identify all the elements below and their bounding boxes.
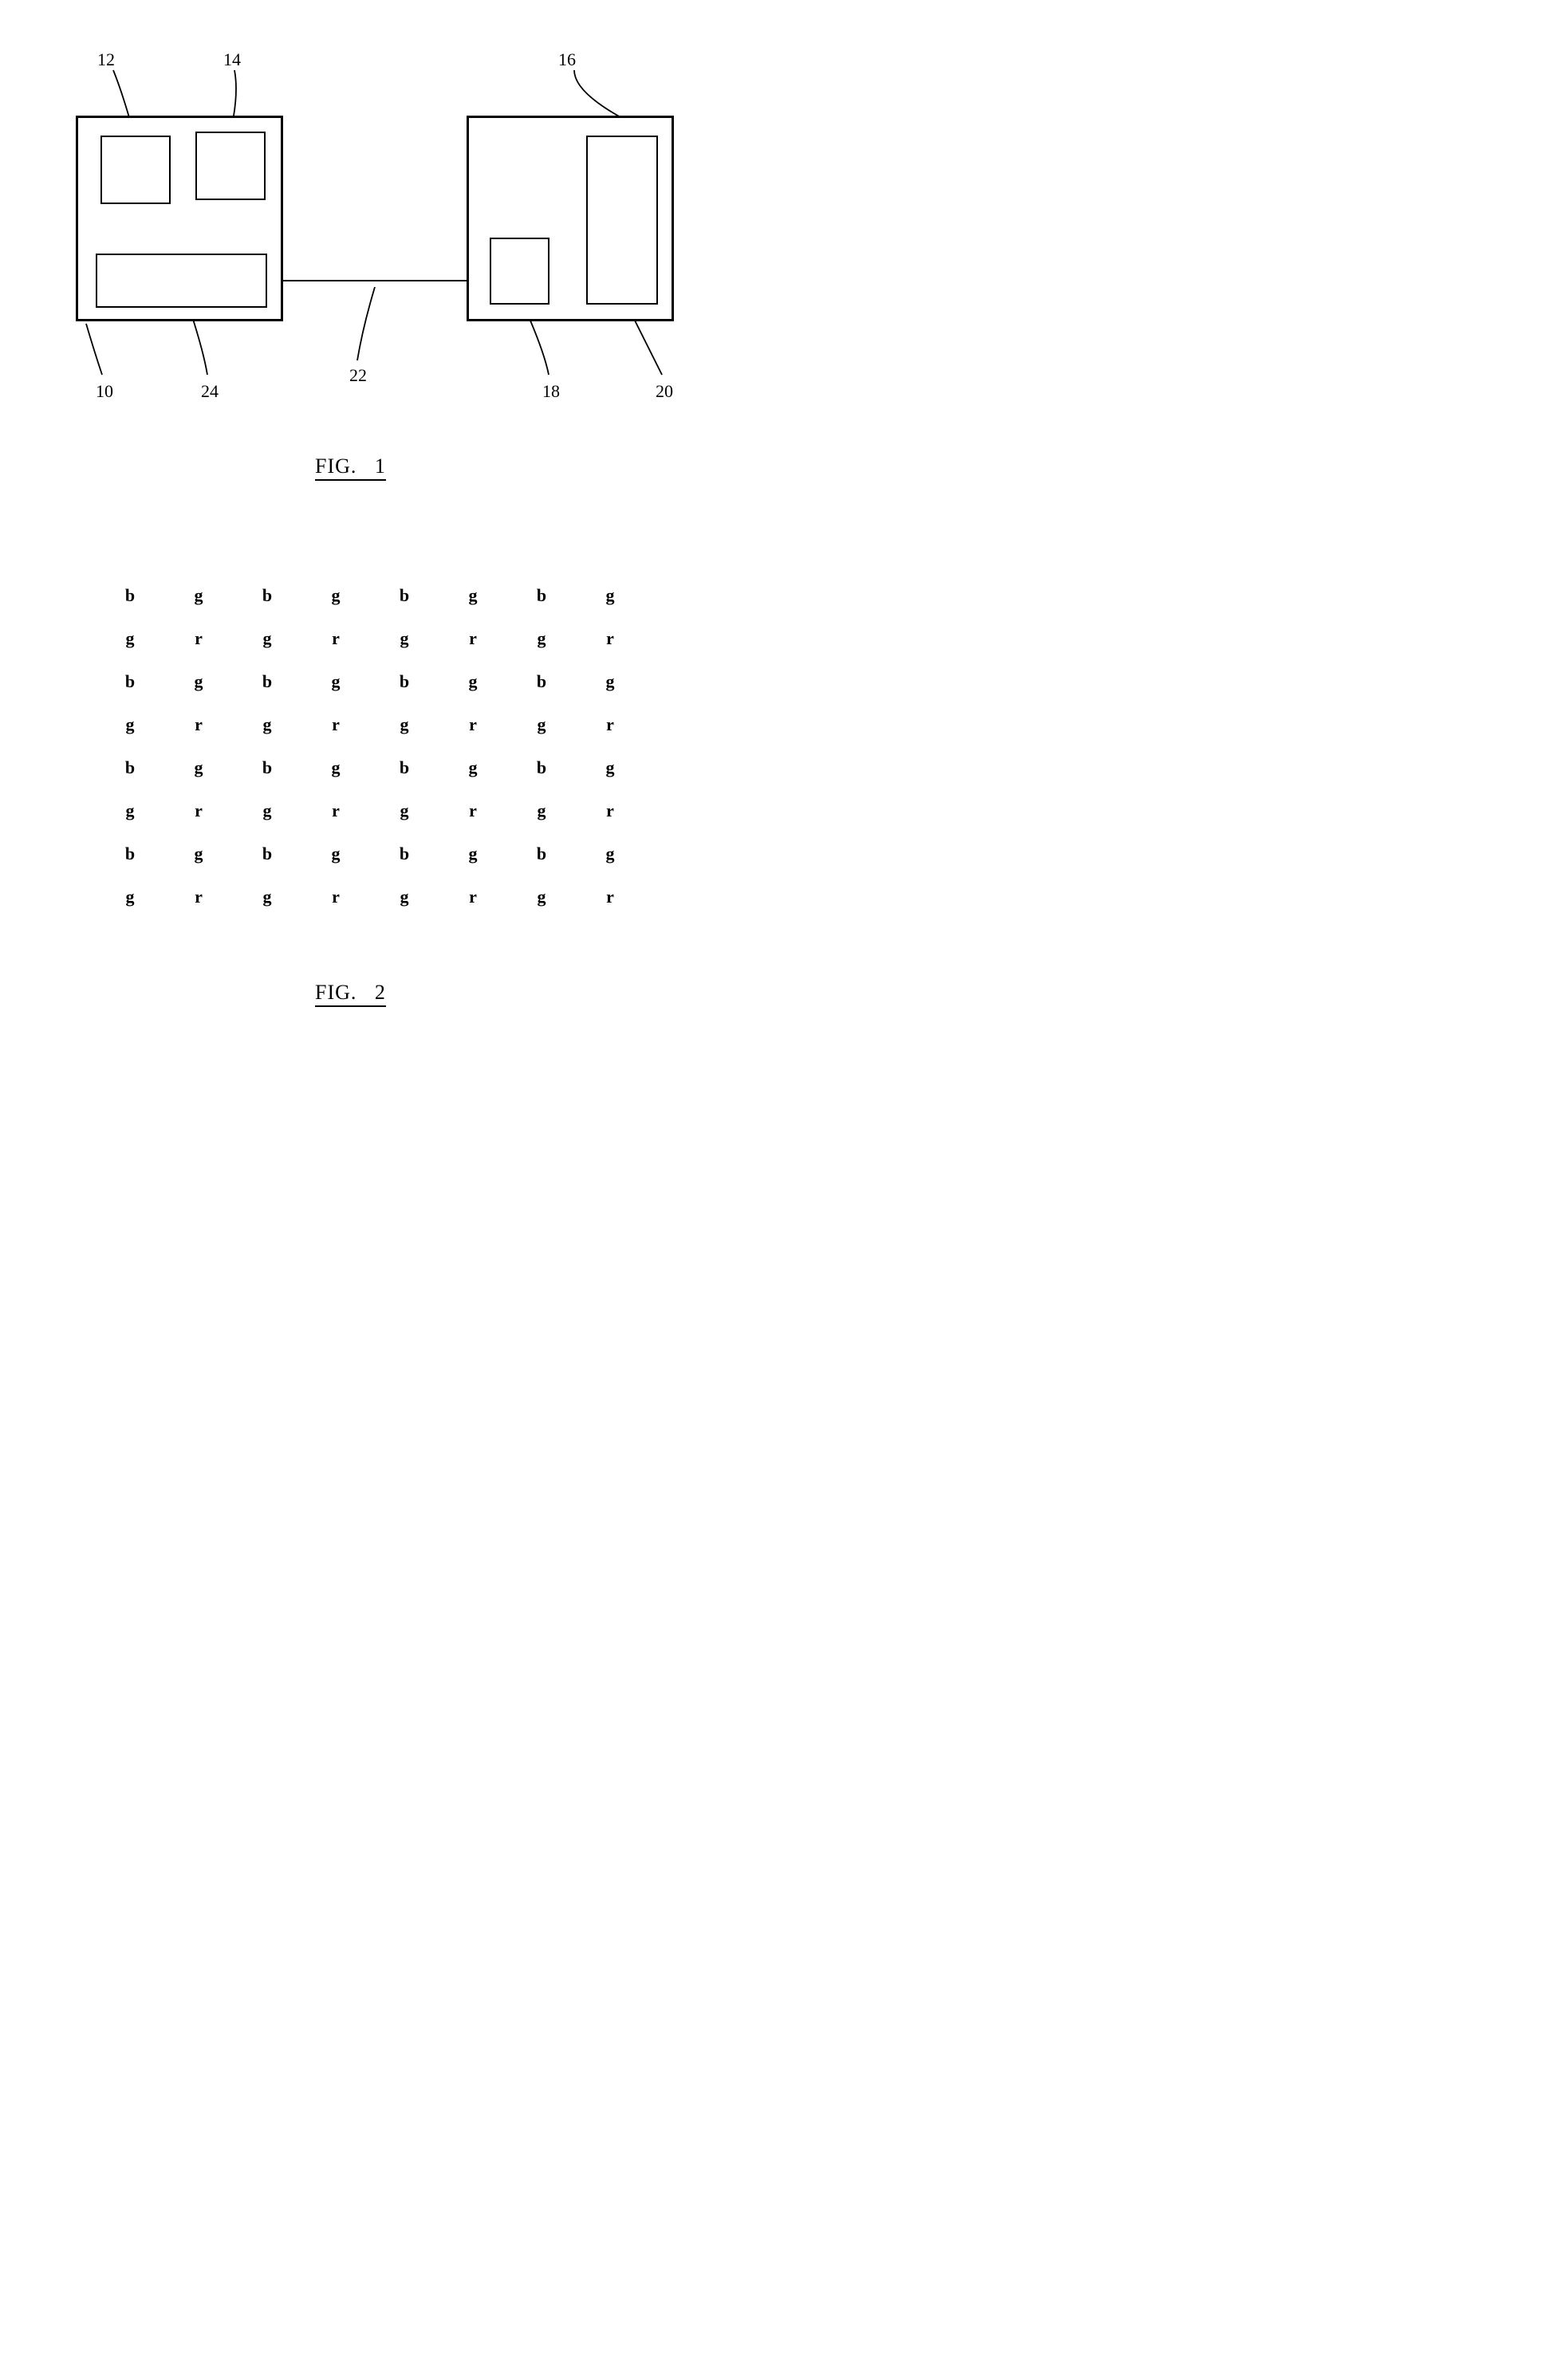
fig2-caption-prefix: FIG.	[315, 981, 356, 1004]
fig2-grid-cell: g	[233, 789, 301, 832]
fig2-grid-cell: b	[233, 660, 301, 703]
fig2-grid-cell: g	[576, 660, 644, 703]
fig2-grid-cell: g	[301, 746, 370, 789]
fig2-grid-row: grgrgrgr	[96, 703, 644, 746]
fig2-grid-cell: r	[439, 703, 507, 746]
fig2-grid-cell: b	[507, 660, 576, 703]
fig2-grid-cell: r	[301, 617, 370, 660]
fig2-grid-cell: g	[301, 660, 370, 703]
fig2-caption: FIG. 2	[315, 981, 386, 1005]
fig1-caption-prefix: FIG.	[315, 454, 356, 478]
fig2-grid-cell: r	[164, 617, 233, 660]
fig1-label-14: 14	[223, 49, 241, 70]
fig2-grid-cell: r	[576, 617, 644, 660]
fig1-label-24: 24	[201, 381, 219, 402]
fig2-grid-cell: b	[96, 746, 164, 789]
fig2-grid-cell: b	[233, 746, 301, 789]
fig2-grid-row: grgrgrgr	[96, 875, 644, 919]
fig2-grid-cell: g	[507, 703, 576, 746]
fig2-grid-cell: b	[96, 832, 164, 875]
fig2-grid-cell: r	[301, 875, 370, 919]
fig2-grid-cell: g	[301, 832, 370, 875]
fig2-grid-row: bgbgbgbg	[96, 832, 644, 875]
fig2-grid-cell: b	[96, 660, 164, 703]
fig2-grid-cell: g	[576, 746, 644, 789]
fig2-grid-row: grgrgrgr	[96, 789, 644, 832]
fig2-caption-number: 2	[375, 981, 386, 1004]
fig1-box-20	[586, 136, 658, 305]
fig2-grid-cell: g	[370, 875, 439, 919]
fig2-grid-cell: g	[96, 789, 164, 832]
fig2-grid-cell: b	[507, 832, 576, 875]
fig2-grid-cell: g	[301, 574, 370, 617]
fig2-grid-cell: r	[164, 875, 233, 919]
fig2-grid-cell: g	[576, 832, 644, 875]
fig2-grid-cell: r	[576, 789, 644, 832]
fig1-label-12: 12	[97, 49, 115, 70]
fig2-grid-cell: g	[164, 746, 233, 789]
fig2-grid-cell: b	[233, 574, 301, 617]
fig2-grid-cell: g	[96, 703, 164, 746]
fig1-label-22: 22	[349, 365, 367, 386]
fig2-grid-cell: g	[576, 574, 644, 617]
fig2-grid-cell: g	[96, 617, 164, 660]
fig2-grid: bgbgbgbggrgrgrgrbgbgbgbggrgrgrgrbgbgbgbg…	[96, 574, 644, 919]
fig2-grid-cell: r	[164, 789, 233, 832]
fig2-grid-cell: g	[439, 660, 507, 703]
fig2-grid-cell: g	[507, 789, 576, 832]
fig1-box-18	[490, 238, 549, 305]
fig2-grid-cell: r	[301, 789, 370, 832]
fig2-grid-cell: b	[370, 574, 439, 617]
fig2-grid-cell: b	[370, 660, 439, 703]
fig2-grid-cell: g	[370, 617, 439, 660]
fig2-grid-cell: g	[507, 617, 576, 660]
fig2-grid-cell: r	[439, 789, 507, 832]
fig2-grid-cell: g	[439, 574, 507, 617]
fig2-grid-cell: g	[439, 746, 507, 789]
fig2-grid-cell: g	[439, 832, 507, 875]
fig2-grid-cell: g	[233, 617, 301, 660]
fig2-grid-cell: b	[370, 832, 439, 875]
fig2-grid-cell: b	[96, 574, 164, 617]
fig2-grid-cell: g	[96, 875, 164, 919]
fig2-grid-cell: g	[233, 703, 301, 746]
fig2-grid-cell: g	[370, 703, 439, 746]
fig1-box-24	[96, 254, 267, 308]
fig2-grid-cell: g	[164, 832, 233, 875]
fig1-caption-number: 1	[375, 454, 386, 478]
fig2-grid-cell: b	[233, 832, 301, 875]
fig1-label-20: 20	[656, 381, 673, 402]
fig2-grid-cell: r	[164, 703, 233, 746]
fig2-grid-cell: b	[370, 746, 439, 789]
fig2-grid-cell: g	[507, 875, 576, 919]
fig2-grid-cell: g	[370, 789, 439, 832]
fig2-grid-cell: b	[507, 746, 576, 789]
fig2-grid-cell: g	[164, 660, 233, 703]
fig2-grid-row: bgbgbgbg	[96, 660, 644, 703]
fig1-box-12	[100, 136, 171, 204]
fig1-caption: FIG. 1	[315, 454, 386, 478]
page-canvas: 12 14 16 10 24 22 18 20 FIG. 1 bgbgbgbgg…	[32, 32, 718, 1076]
fig2-grid-cell: g	[164, 574, 233, 617]
fig2-grid-cell: r	[301, 703, 370, 746]
fig2-grid-cell: b	[507, 574, 576, 617]
fig1-label-16: 16	[558, 49, 576, 70]
fig1-label-10: 10	[96, 381, 113, 402]
fig2-grid-row: bgbgbgbg	[96, 574, 644, 617]
fig2-grid-cell: g	[233, 875, 301, 919]
fig2-grid-cell: r	[439, 617, 507, 660]
fig2-grid-cell: r	[439, 875, 507, 919]
fig2-grid-row: grgrgrgr	[96, 617, 644, 660]
fig2-grid-cell: r	[576, 703, 644, 746]
fig1-box-14	[195, 132, 266, 200]
fig2-grid-row: bgbgbgbg	[96, 746, 644, 789]
fig2-grid-cell: r	[576, 875, 644, 919]
fig1-label-18: 18	[542, 381, 560, 402]
